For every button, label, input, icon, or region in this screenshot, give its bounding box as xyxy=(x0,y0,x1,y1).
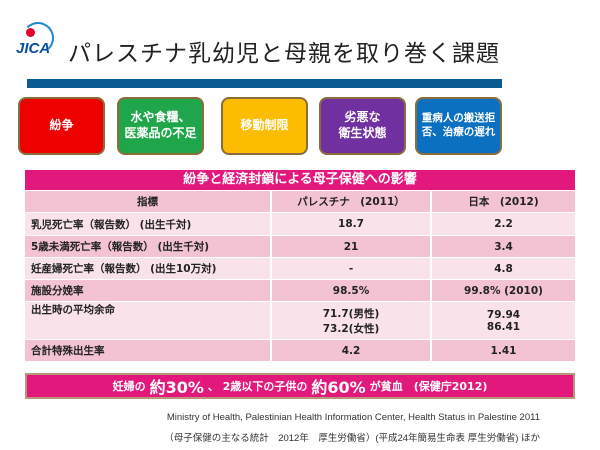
japan-cell: 1.41 xyxy=(430,340,575,361)
table-row: 出生時の平均余命 71.7(男性) 73.2(女性) 79.94 86.41 xyxy=(25,301,575,339)
table-row: 妊産婦死亡率（報告数） (出生10万対) -4.8 xyxy=(25,257,575,279)
header-japan: 日本 (2012) xyxy=(430,191,575,212)
page-title: パレスチナ乳幼児と母親を取り巻く課題 xyxy=(68,41,500,67)
indicator-cell: 乳児死亡率（報告数） (出生千対) xyxy=(31,218,192,231)
table-row: 5歳未満死亡率（報告数） (出生千対) 21 3.4 xyxy=(25,235,575,257)
palestine-cell: 18.7 xyxy=(270,213,430,235)
source-note: （母子保健の主なる統計 2012年 厚生労働省）(平成24年簡易生命表 厚生労働… xyxy=(164,433,540,444)
title-divider xyxy=(27,79,502,88)
palestine-cell: 98.5% xyxy=(270,280,430,301)
issue-label: 重病人の搬送拒 否、治療の遅れ xyxy=(421,112,496,138)
banner-text: 、 2歳以下の子供の xyxy=(207,380,308,393)
indicator-cell: 施設分娩率 xyxy=(31,285,84,297)
issue-label: 劣悪な 衛生状態 xyxy=(338,110,387,140)
indicator-cell: 出生時の平均余命 xyxy=(31,304,115,316)
issue-box: 移動制限 xyxy=(221,97,308,155)
table-header-row: 指標 パレスチナ (2011） 日本 (2012) xyxy=(25,190,575,212)
palestine-cell: 71.7(男性) 73.2(女性) xyxy=(270,302,430,339)
table-row: 乳児死亡率（報告数） (出生千対) 18.7 2.2 xyxy=(25,212,575,235)
palestine-cell: 4.2 xyxy=(270,340,430,361)
header-palestine: パレスチナ (2011） xyxy=(270,191,430,212)
banner-text: が貧血 (保健庁2012) xyxy=(369,380,488,393)
impact-table: 紛争と経済封鎖による母子保健への影響 指標 パレスチナ (2011） 日本 (2… xyxy=(25,170,575,361)
table-row: 施設分娩率 98.5% 99.8% (2010) xyxy=(25,279,575,301)
indicator-cell: 5歳未満死亡率（報告数） (出生千対) xyxy=(31,241,210,253)
palestine-cell: - xyxy=(270,258,430,279)
palestine-cell: 21 xyxy=(270,236,430,257)
issue-label: 移動制限 xyxy=(240,118,289,133)
banner-highlight: 約30% xyxy=(149,378,204,397)
issue-box: 紛争 xyxy=(18,97,105,155)
japan-cell: 2.2 xyxy=(430,213,575,235)
banner-highlight: 約60% xyxy=(311,378,366,397)
indicator-cell: 合計特殊出生率 xyxy=(31,345,105,357)
issue-label: 紛争 xyxy=(49,118,74,133)
source-note: Ministry of Health, Palestinian Health I… xyxy=(166,412,540,423)
jica-logo: JICA xyxy=(12,22,54,62)
header-indicator: 指標 xyxy=(137,196,158,208)
japan-cell: 3.4 xyxy=(430,236,575,257)
indicator-cell: 妊産婦死亡率（報告数） (出生10万対) xyxy=(31,263,217,275)
japan-cell: 4.8 xyxy=(430,258,575,279)
issue-label: 水や食糧、 医薬品の不足 xyxy=(124,110,197,140)
table-title: 紛争と経済封鎖による母子保健への影響 xyxy=(25,170,575,190)
banner-text: 妊婦の xyxy=(112,380,146,393)
japan-cell: 99.8% (2010) xyxy=(430,280,575,301)
issue-box: 劣悪な 衛生状態 xyxy=(319,97,406,155)
table-row: 合計特殊出生率 4.2 1.41 xyxy=(25,339,575,361)
japan-cell: 79.94 86.41 xyxy=(430,302,575,339)
issue-box: 重病人の搬送拒 否、治療の遅れ xyxy=(415,97,502,155)
issue-box: 水や食糧、 医薬品の不足 xyxy=(117,97,204,155)
anemia-banner: 妊婦の 約30%、 2歳以下の子供の 約60% が貧血 (保健庁2012) xyxy=(25,373,575,399)
